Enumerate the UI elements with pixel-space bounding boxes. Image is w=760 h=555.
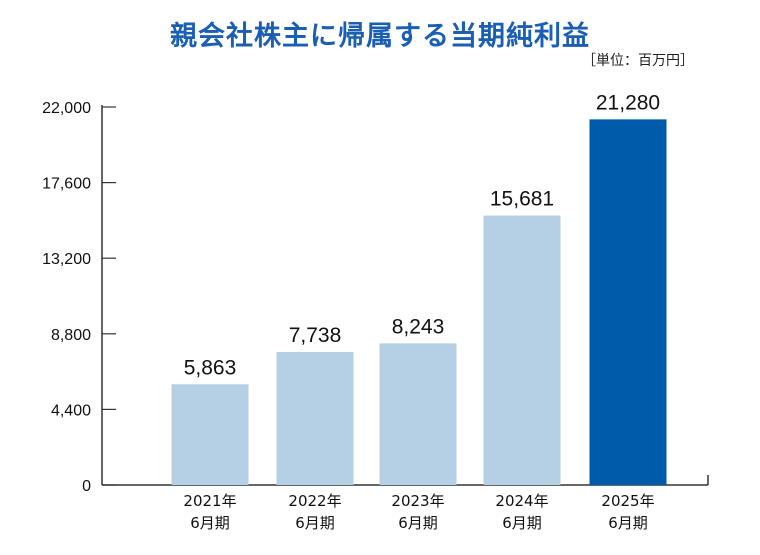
bar xyxy=(379,343,457,485)
data-label: 5,863 xyxy=(184,356,237,379)
y-tick-label: 0 xyxy=(82,478,91,495)
x-tick-label-year: 2022年 xyxy=(288,492,341,510)
x-tick-label-year: 2021年 xyxy=(183,492,236,510)
data-label: 21,280 xyxy=(596,91,660,114)
x-tick-label-year: 2025年 xyxy=(601,492,654,510)
bar xyxy=(276,352,354,485)
data-label: 15,681 xyxy=(490,188,554,211)
x-tick-label-period: 6月期 xyxy=(190,514,230,532)
x-tick-label-period: 6月期 xyxy=(398,514,438,532)
y-tick-label: 4,400 xyxy=(51,402,91,419)
y-tick-label: 13,200 xyxy=(42,251,91,268)
data-label: 7,738 xyxy=(289,324,342,347)
bar xyxy=(483,215,561,486)
y-tick-label: 17,600 xyxy=(42,176,91,193)
y-tick-label: 22,000 xyxy=(42,100,91,117)
x-tick-label-year: 2024年 xyxy=(495,492,548,510)
unit-note: ［単位：百万円］ xyxy=(582,53,694,69)
x-tick-label-year: 2023年 xyxy=(391,492,444,510)
x-tick-label-period: 6月期 xyxy=(295,514,335,532)
bar xyxy=(589,119,667,485)
chart-title: 親会社株主に帰属する当期純利益 xyxy=(170,21,590,52)
x-tick-label-period: 6月期 xyxy=(502,514,542,532)
y-tick-label: 8,800 xyxy=(51,327,91,344)
x-tick-label-period: 6月期 xyxy=(608,514,648,532)
data-label: 8,243 xyxy=(392,315,445,338)
bar xyxy=(171,384,249,485)
